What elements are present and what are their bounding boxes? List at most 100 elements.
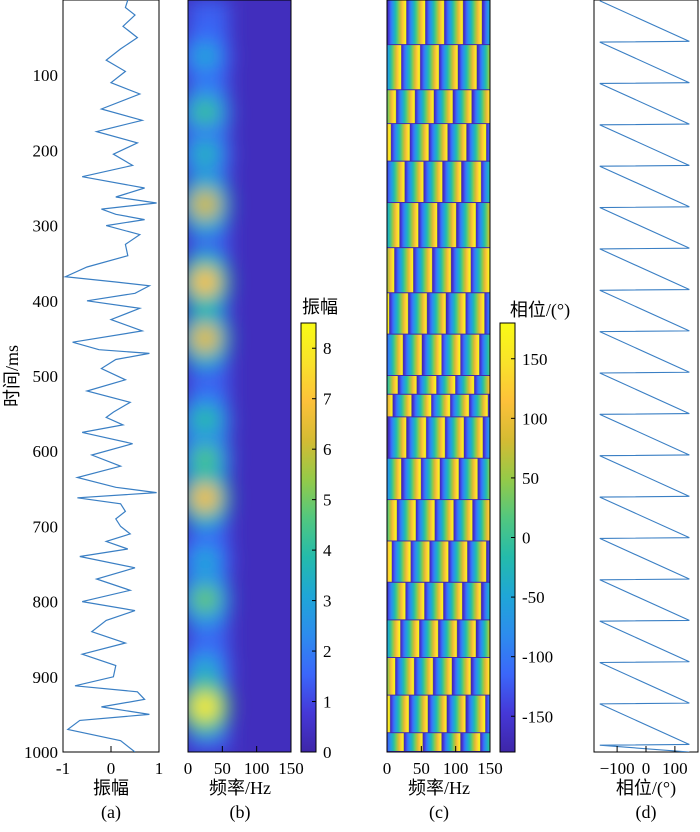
panel-d-frame <box>593 0 699 753</box>
panel-b-xlabel: 频率/Hz <box>209 778 271 798</box>
colorbar-tick-label: 8 <box>323 339 332 358</box>
phase-colorbar-ticks: 150 100 50 0 -50 -100 -150 <box>511 350 553 726</box>
x-tick-label: 50 <box>413 759 430 778</box>
panel-a-frame <box>62 0 160 753</box>
colorbar-tick-label: 150 <box>522 350 548 369</box>
panel-b-amplitude-spectrum <box>187 0 292 753</box>
x-tick-label: 50 <box>214 759 231 778</box>
colorbar-tick-label: 2 <box>323 642 332 661</box>
panel-a-x-ticks: -1 0 1 <box>56 746 163 778</box>
amplitude-blobs <box>188 0 232 752</box>
colorbar-tick-label: 100 <box>522 409 548 428</box>
panel-c-phase-spectrum <box>386 0 491 753</box>
amplitude-blob <box>191 190 220 219</box>
phase-band <box>387 658 490 696</box>
colorbar-tick-label: 3 <box>323 592 332 611</box>
amplitude-trace <box>63 0 157 752</box>
panel-c-frame <box>386 0 491 753</box>
x-tick-label: −100 <box>600 759 635 778</box>
colorbar-tick-label: 6 <box>323 440 332 459</box>
amplitude-colorbar <box>300 322 317 753</box>
panel-b-frame <box>187 0 292 753</box>
amplitude-blob <box>191 98 220 127</box>
phase-band <box>387 45 490 91</box>
phase-bands <box>387 0 490 752</box>
y-tick-label: 800 <box>33 593 59 612</box>
amplitude-blob <box>191 483 220 512</box>
colorbar-tick-label: 50 <box>522 469 539 488</box>
y-tick-label: 700 <box>33 517 59 536</box>
x-tick-label: 100 <box>443 759 469 778</box>
panel-d-xlabel: 相位/(°) <box>616 778 676 799</box>
phase-band <box>387 541 490 583</box>
phase-colorbar-label: 相位/(°) <box>510 300 570 321</box>
x-tick-label: 0 <box>107 759 116 778</box>
phase-band <box>387 733 490 752</box>
panel-a-amplitude-trace <box>62 0 160 753</box>
phase-band <box>387 124 490 162</box>
phase-band <box>387 620 490 658</box>
x-tick-label: 150 <box>477 759 503 778</box>
y-tick-label: 100 <box>33 66 59 85</box>
phase-band <box>387 0 490 46</box>
x-tick-label: 0 <box>642 759 651 778</box>
phase-band <box>387 376 490 395</box>
amplitude-blob <box>191 42 220 71</box>
x-tick-label: 0 <box>184 759 193 778</box>
amplitude-blob <box>191 407 220 436</box>
y-tick-label: 1000 <box>24 743 58 762</box>
x-tick-label: -1 <box>56 759 70 778</box>
panel-a-label: (a) <box>101 802 121 823</box>
phase-band <box>387 695 490 734</box>
x-tick-label: 0 <box>383 759 392 778</box>
panel-d-x-ticks: −100 0 100 <box>600 746 688 778</box>
phase-band <box>387 394 490 418</box>
panel-d-phase-trace <box>593 0 699 753</box>
phase-band <box>387 334 490 376</box>
panel-c-xlabel: 频率/Hz <box>408 778 470 798</box>
phase-band <box>387 417 490 459</box>
panel-a-xlabel: 振幅 <box>93 778 129 798</box>
amplitude-blob <box>191 585 220 614</box>
panel-d-label: (d) <box>636 802 657 823</box>
panel-c-label: (c) <box>429 802 449 823</box>
colorbar-tick-label: 4 <box>323 541 332 560</box>
colorbar-tick-label: 0 <box>522 529 531 548</box>
phase-band <box>387 203 490 249</box>
phase-band <box>387 458 490 501</box>
x-tick-label: 100 <box>244 759 270 778</box>
colorbar-tick-label: -100 <box>522 648 553 667</box>
phase-band <box>387 90 490 125</box>
colorbar-tick-label: -150 <box>522 707 553 726</box>
colorbar-tick-label: 7 <box>323 390 332 409</box>
amplitude-blob <box>191 140 220 169</box>
y-tick-label: 600 <box>33 442 59 461</box>
amplitude-colorbar-ticks: 0 1 2 3 4 5 6 7 8 <box>312 339 332 762</box>
x-tick-label: 150 <box>278 759 304 778</box>
y-axis-label: 时间/ms <box>2 345 22 407</box>
x-tick-label: 100 <box>662 759 688 778</box>
panel-c-x-ticks: 0 50 100 150 <box>383 746 503 778</box>
phase-band <box>387 293 490 335</box>
panel-b-label: (b) <box>230 802 251 823</box>
y-tick-label: 200 <box>33 141 59 160</box>
colorbar-tick-label: -50 <box>522 588 545 607</box>
amplitude-blob <box>191 324 220 353</box>
amplitude-blob <box>191 268 220 296</box>
colorbar-tick-label: 1 <box>323 693 332 712</box>
amplitude-blob <box>191 546 220 575</box>
colorbar-tick-label: 5 <box>323 491 332 510</box>
phase-band <box>387 500 490 542</box>
y-tick-label: 900 <box>33 668 59 687</box>
colorbar-tick-label: 0 <box>323 743 332 762</box>
x-tick-label: 1 <box>155 759 164 778</box>
phase-band <box>387 161 490 204</box>
phase-trace <box>599 0 690 752</box>
phase-band <box>387 248 490 294</box>
amplitude-colorbar-label: 振幅 <box>302 297 338 317</box>
amplitude-blob <box>191 655 220 684</box>
panel-b-x-ticks: 0 50 100 150 <box>184 746 304 778</box>
amplitude-blob <box>191 692 220 721</box>
y-tick-label: 300 <box>33 217 59 236</box>
amplitude-blob <box>191 444 220 473</box>
